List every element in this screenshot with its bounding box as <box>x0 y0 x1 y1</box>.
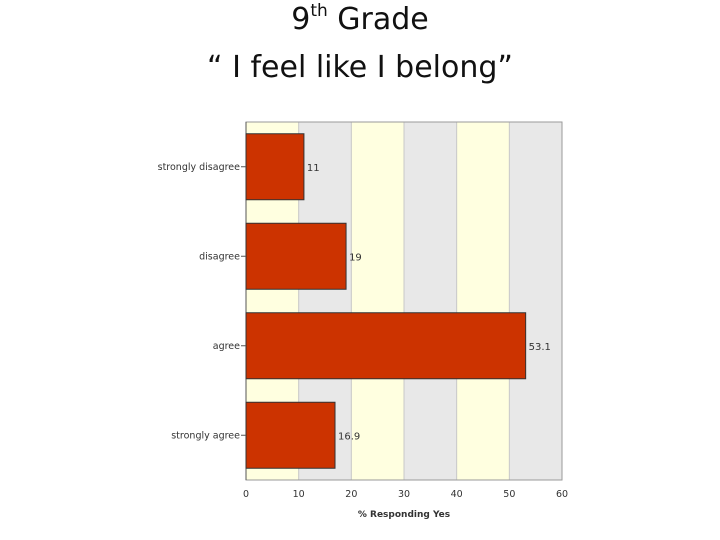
x-tick-labels: 0 10 20 30 40 50 60 <box>243 489 568 500</box>
x-tick-label: 0 <box>243 489 249 500</box>
bars-group <box>245 133 527 469</box>
title-prefix: 9 <box>291 2 311 37</box>
x-axis-label: % Responding Yes <box>358 510 450 520</box>
value-label: 11 <box>307 163 320 174</box>
x-tick-label: 10 <box>293 489 305 500</box>
title-line-1: 9th Grade <box>0 2 720 38</box>
value-label: 16.9 <box>338 431 360 442</box>
background-band <box>404 122 457 480</box>
title-suffix: Grade <box>327 2 429 37</box>
value-labels: 11 19 53.1 16.9 <box>307 163 551 443</box>
category-label: disagree <box>199 251 240 262</box>
category-labels: strongly disagree disagree agree strongly a… <box>158 162 246 441</box>
category-label: strongly agree <box>171 430 240 441</box>
title-superscript: th <box>310 1 328 21</box>
background-band <box>351 122 404 480</box>
value-label: 19 <box>349 252 362 263</box>
value-label: 53.1 <box>529 342 551 353</box>
bar <box>245 133 305 201</box>
background-band <box>509 122 562 480</box>
category-label: strongly disagree <box>158 162 241 173</box>
x-tick-label: 20 <box>345 489 357 500</box>
bar <box>245 401 336 469</box>
background-band <box>456 122 510 480</box>
x-tick-label: 60 <box>556 489 568 500</box>
x-tick-label: 40 <box>451 489 463 500</box>
bar <box>245 312 527 380</box>
bar <box>245 222 347 290</box>
x-tick-label: 50 <box>503 489 515 500</box>
x-tick-label: 30 <box>398 489 410 500</box>
chart-subtitle: “ I feel like I belong” <box>207 50 513 85</box>
category-label: agree <box>213 341 240 352</box>
